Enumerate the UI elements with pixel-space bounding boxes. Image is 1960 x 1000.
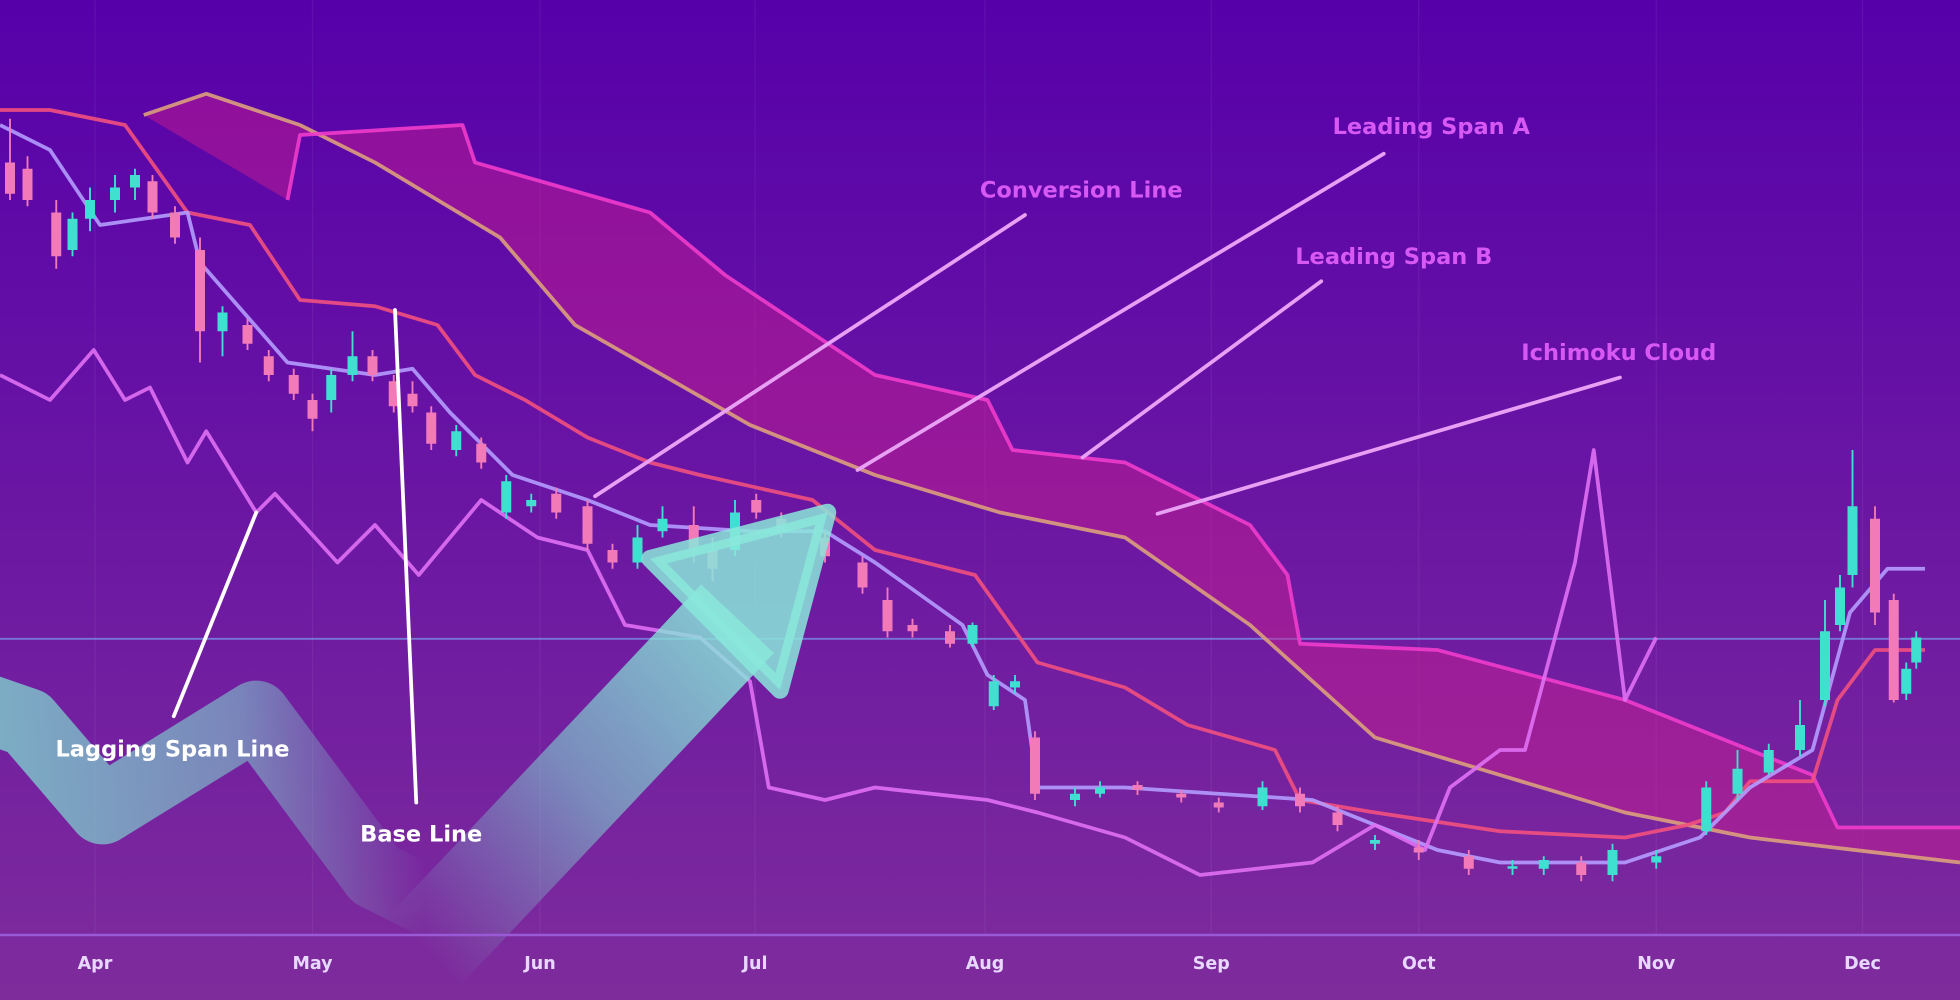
candle-body (388, 381, 399, 407)
candle-body (1213, 802, 1224, 808)
arrow-shaft (388, 584, 774, 985)
pointer-line (593, 213, 1027, 499)
candle-body (1701, 787, 1712, 832)
x-tick-label: Jun (523, 954, 555, 974)
candle-body (195, 250, 205, 332)
candle-body (582, 506, 593, 544)
annotation-label: Leading Span A (1333, 114, 1531, 140)
candle-body (1607, 850, 1618, 875)
candle-body (130, 175, 140, 188)
candle-body (657, 518, 668, 532)
candle-body (988, 681, 999, 707)
x-tick-label: Dec (1844, 954, 1881, 974)
candle-body (1576, 862, 1587, 875)
candle-body (110, 187, 120, 200)
candle-body (147, 181, 158, 213)
candle-body (1911, 637, 1922, 663)
candle-body (688, 525, 699, 550)
pointer-line (1080, 279, 1324, 460)
candle-body (1413, 847, 1424, 853)
candle-body (632, 537, 643, 563)
candle-body (170, 212, 180, 238)
arrow-head (641, 503, 837, 699)
candle-body (857, 562, 868, 588)
x-tick-label: Oct (1402, 954, 1436, 974)
pointer-line (1155, 375, 1622, 516)
candle-body (476, 443, 487, 463)
candle-body (307, 400, 318, 419)
candle-body (1732, 768, 1743, 794)
annotation-label: Lagging Span Line (55, 736, 289, 762)
candle-body (407, 393, 418, 407)
candle-body (22, 168, 33, 200)
annotation-label: Ichimoku Cloud (1521, 340, 1716, 366)
candle-body (242, 325, 253, 344)
candle-body (1332, 812, 1343, 825)
candle-body (1030, 737, 1040, 794)
candle-body (967, 625, 978, 644)
candle-body (751, 500, 762, 513)
candle-body (1095, 787, 1105, 794)
pointer-line (171, 510, 259, 719)
x-tick-label: Aug (966, 954, 1005, 974)
indicator-line (143, 91, 1960, 865)
candle-body (263, 356, 274, 375)
candle-body (1795, 725, 1805, 750)
candle-body (451, 431, 462, 450)
candle-body (1463, 856, 1474, 869)
candle-body (501, 481, 512, 513)
x-tick-label: Sep (1193, 954, 1230, 974)
candle-body (1295, 793, 1305, 807)
candle-body (907, 625, 918, 632)
candle-body (347, 356, 358, 375)
candle-body (326, 375, 337, 400)
annotation-label: Leading Span B (1295, 244, 1492, 270)
candle-body (67, 218, 78, 250)
candle-body (288, 375, 299, 394)
decoration (0, 503, 837, 985)
candle-body (367, 356, 378, 375)
candle-body (1835, 587, 1845, 625)
annotation-label: Conversion Line (980, 178, 1183, 204)
x-tick-label: May (292, 954, 333, 974)
pointer-line (393, 308, 419, 805)
candle-body (1010, 681, 1020, 688)
plot-area (0, 0, 1960, 935)
annotations: Conversion Line Leading Span A Leading S… (55, 114, 1716, 848)
candle-body (1507, 866, 1518, 869)
candle-body (426, 412, 437, 444)
candle-body (526, 500, 537, 507)
indicator-line (285, 123, 1960, 830)
ichimoku-cloud (143, 93, 1960, 863)
candle-body (1870, 518, 1880, 613)
candle-body (5, 162, 15, 194)
candle-body (1651, 856, 1662, 863)
x-tick-label: Apr (78, 954, 113, 974)
candle-body (1176, 793, 1187, 798)
x-tick-label: Nov (1637, 954, 1676, 974)
candle-body (1820, 631, 1830, 700)
candle-body (882, 600, 893, 632)
candle-body (1538, 860, 1549, 869)
x-tick-label: Jul (742, 954, 768, 974)
candle-body (1070, 793, 1080, 800)
candle-body (85, 200, 95, 219)
candle-body (1901, 668, 1912, 694)
indicator-line (0, 348, 1658, 877)
candle-body (1847, 506, 1858, 575)
candle-body (945, 631, 955, 644)
candle-body (1370, 840, 1380, 844)
candle-body (1257, 787, 1268, 807)
candle-body (551, 493, 562, 513)
candle-body (1888, 600, 1899, 700)
candle-body (1132, 785, 1143, 790)
candle-body (217, 312, 228, 332)
candle-body (51, 212, 62, 257)
candle-body (1763, 750, 1774, 773)
annotation-label: Base Line (360, 821, 482, 847)
candle-body (607, 550, 618, 563)
wave-ribbon (0, 676, 460, 935)
pointer-line (855, 151, 1386, 472)
